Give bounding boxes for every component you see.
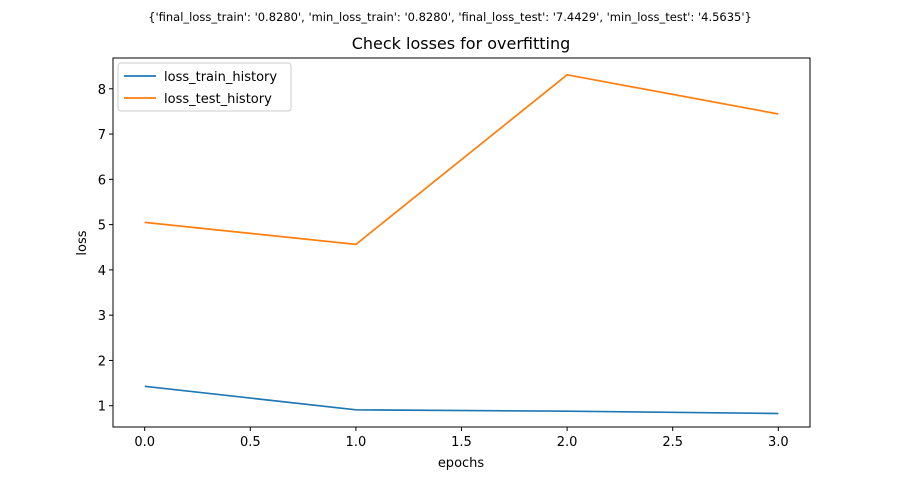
legend-box — [117, 62, 292, 112]
y-axis-label: loss — [75, 230, 90, 255]
chart-suptitle: {'final_loss_train': '0.8280', 'min_loss… — [148, 10, 752, 24]
legend: loss_train_history loss_test_history — [117, 62, 292, 112]
x-tick-label: 2.0 — [557, 435, 578, 450]
x-tick-label: 3.0 — [768, 435, 789, 450]
series-line-0 — [144, 385, 779, 415]
y-tick-label: 5 — [98, 219, 106, 234]
y-tick-label: 8 — [98, 83, 106, 98]
x-tick-label: 0.5 — [240, 435, 261, 450]
y-tick-label: 3 — [98, 309, 106, 324]
series-layer — [144, 73, 779, 415]
y-tick-label: 6 — [98, 173, 106, 188]
x-tick-label: 1.5 — [451, 435, 472, 450]
y-tick-label: 4 — [98, 264, 106, 279]
legend-label-1: loss_test_history — [164, 92, 272, 107]
y-tick-label: 7 — [98, 128, 106, 143]
x-tick-label: 2.5 — [662, 435, 683, 450]
ticks-layer: 0.0 0.5 1.0 1.5 2.0 2.5 3.0 1 2 3 4 5 6 7 8 — [98, 83, 789, 450]
series-line-1 — [144, 73, 779, 246]
y-tick-label: 1 — [98, 400, 106, 415]
plot-frame — [112, 57, 811, 428]
legend-label-0: loss_train_history — [164, 70, 277, 85]
chart-title: Check losses for overfitting — [352, 34, 571, 53]
x-tick-label: 1.0 — [346, 435, 367, 450]
y-tick-label: 2 — [98, 354, 106, 369]
x-tick-label: 0.0 — [134, 435, 155, 450]
x-axis-label: epochs — [438, 456, 485, 471]
